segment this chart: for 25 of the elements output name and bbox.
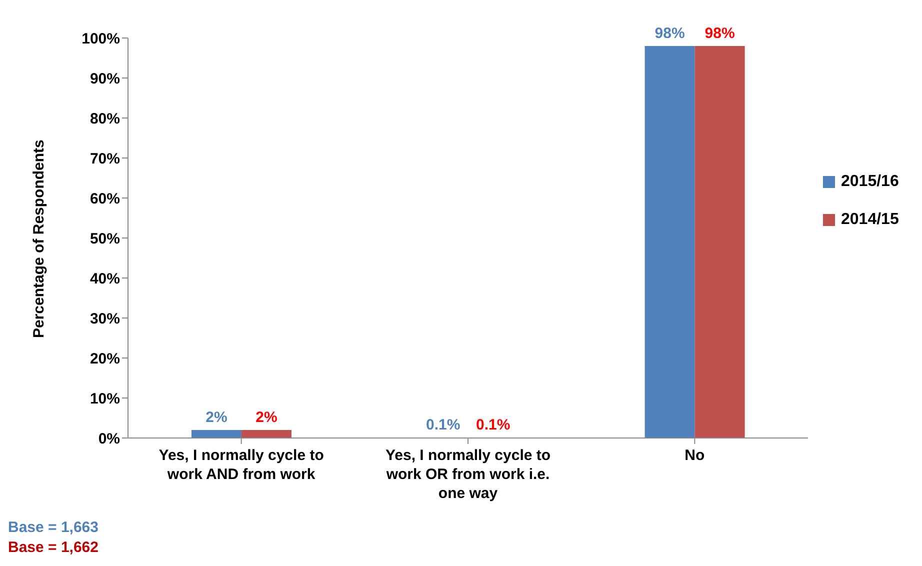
legend-label: 2015/16 [841, 173, 899, 191]
y-axis-title: Percentage of Respondents [30, 140, 48, 338]
y-tick-label: 0% [98, 430, 120, 448]
text: Base = 1,663 [8, 518, 98, 538]
x-tick-label: No [684, 447, 705, 464]
y-tick-label: 100% [82, 30, 120, 48]
y-tick-label: 90% [90, 70, 120, 88]
data-label: 0.1% [476, 416, 510, 434]
legend-label: 2014/15 [841, 211, 899, 229]
data-label: 98% [704, 25, 735, 42]
y-tick-label: 80% [90, 110, 120, 128]
y-tick-label: 10% [90, 390, 120, 408]
y-tick-label: 70% [90, 150, 120, 168]
y-tick-label: 60% [90, 190, 120, 208]
x-tick-label: Yes, I normally cycle to work OR from work i.e. one way [385, 447, 551, 502]
data-label: 98% [654, 25, 685, 42]
x-tick-label: Yes, I normally cycle to work AND from work [158, 447, 324, 483]
y-tick-label: 20% [90, 350, 120, 368]
data-label: 0.1% [426, 416, 460, 434]
data-label: 2% [206, 409, 228, 426]
data-label: 2% [256, 409, 278, 426]
y-tick-label: 50% [90, 230, 120, 248]
y-tick-label: 30% [90, 310, 120, 328]
y-tick-label: 40% [90, 270, 120, 288]
text: Base = 1,662 [8, 538, 98, 558]
